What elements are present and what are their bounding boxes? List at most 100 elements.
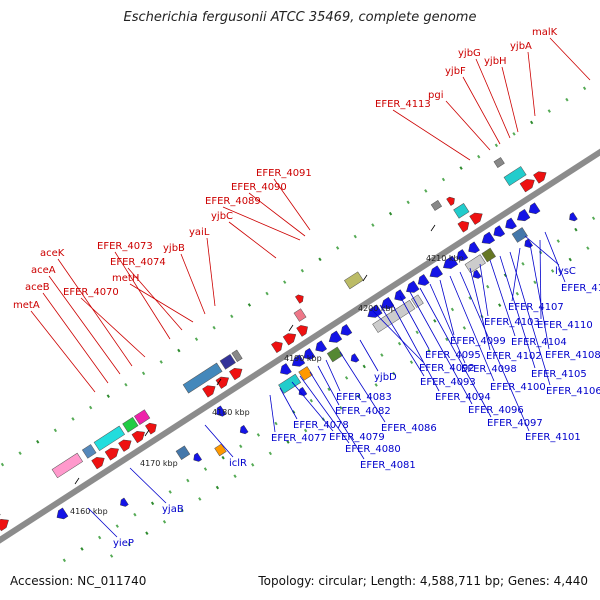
gene-label-top: EFER_4074 <box>110 257 166 268</box>
gene-feature <box>145 422 157 435</box>
tick-mark <box>74 477 80 485</box>
track-dot <box>180 508 184 513</box>
gene-label-bottom: EFER_4080 <box>345 444 401 455</box>
label-leader <box>409 291 473 405</box>
label-leader <box>42 292 109 384</box>
track-dot <box>141 371 146 376</box>
gene-feature <box>533 171 547 184</box>
gene-label-bottom: EFER_4082 <box>335 406 391 417</box>
label-leader <box>469 267 491 351</box>
backbone-line <box>0 148 600 544</box>
gene-label-top: yjbF <box>445 66 466 77</box>
label-leader <box>279 387 298 420</box>
tick-label: 4210 kbp <box>426 254 464 263</box>
gene-feature <box>406 280 420 293</box>
gene-label-bottom: EFER_4095 <box>425 350 481 361</box>
tick-mark <box>430 224 436 232</box>
label-leader <box>299 375 350 444</box>
tick-marks: 4160 kbp 4170 kbp 4180 kbp 4190 kbp 4200 kbp… <box>70 224 464 516</box>
track-dot <box>494 143 499 148</box>
label-leader <box>129 283 194 323</box>
track-dot <box>462 326 467 330</box>
label-leader <box>449 275 495 382</box>
track-dot <box>344 376 349 380</box>
label-leaders <box>30 37 591 538</box>
track-dot <box>574 227 578 232</box>
gene-feature <box>481 247 496 263</box>
label-leader <box>325 359 341 392</box>
gene-feature <box>503 166 527 187</box>
track-dot <box>371 223 375 227</box>
gene-label-bottom: yieP <box>113 538 134 549</box>
gene-label-top: yaiL <box>189 227 210 238</box>
gene-feature <box>280 363 292 375</box>
gene-feature <box>430 200 443 211</box>
label-leader <box>392 109 471 161</box>
tick-mark <box>288 324 294 332</box>
track-dot <box>362 364 366 369</box>
gene-label-bottom: EFER_4110 <box>537 320 593 331</box>
label-leader <box>527 51 536 117</box>
label-leader <box>549 37 591 81</box>
gene-feature <box>417 274 430 286</box>
gene-feature <box>51 452 84 479</box>
label-leader <box>511 247 521 302</box>
gene-label-bottom: EFER_4094 <box>435 392 491 403</box>
label-leader <box>445 100 491 151</box>
label-leader <box>359 339 379 372</box>
label-leader <box>489 259 516 337</box>
gene-label-bottom: yjaB <box>162 504 184 515</box>
gene-feature <box>291 354 306 367</box>
gene-feature <box>326 346 344 363</box>
gene-feature <box>295 294 304 304</box>
track-dot <box>512 132 516 136</box>
gene-feature <box>118 439 132 452</box>
gene-feature <box>93 425 126 452</box>
label-leader <box>48 275 121 375</box>
label-leader <box>539 239 542 320</box>
gene-label-bottom: EFER_4083 <box>336 392 392 403</box>
gene-feature <box>296 325 308 337</box>
gene-feature <box>298 386 308 397</box>
gene-label-bottom: EFER_4101 <box>525 432 581 443</box>
track-dots <box>0 86 596 563</box>
gene-label-bottom: EFER_4103 <box>484 317 540 328</box>
track-dot <box>353 234 357 239</box>
label-leader <box>87 507 118 538</box>
gene-feature <box>231 349 243 362</box>
track-dot <box>335 246 340 250</box>
gene-feature <box>216 405 227 417</box>
tick-mark <box>144 429 150 437</box>
gene-label-top: metA <box>13 300 40 311</box>
gene-label-bottom: EFER_4100 <box>490 382 546 393</box>
track-dot <box>568 257 572 262</box>
gene-feature <box>464 254 486 274</box>
gene-feature <box>182 362 223 394</box>
label-leader <box>501 66 519 133</box>
label-leader <box>524 235 560 266</box>
gene-feature <box>293 308 307 322</box>
gene-label-bottom: EFER_4079 <box>329 432 385 443</box>
track-dot <box>239 444 243 449</box>
track-dot <box>521 262 525 266</box>
label-leader <box>248 192 306 237</box>
gene-label-bottom: lysC <box>555 266 576 277</box>
track-dot <box>168 490 172 494</box>
track-dot <box>150 501 155 506</box>
track-dot <box>450 307 455 312</box>
gene-feature <box>303 347 316 360</box>
gene-label-bottom: EFER_4106 <box>546 386 600 397</box>
label-leader <box>544 231 566 283</box>
gene-label-top: EFER_4091 <box>256 168 312 179</box>
gene-label-bottom: EFER_4086 <box>381 423 437 434</box>
track-dot <box>203 467 208 471</box>
label-leader <box>371 309 424 363</box>
label-leader <box>339 351 386 423</box>
gene-label-bottom: EFER_4097 <box>487 418 543 429</box>
genome-summary-text: Topology: circular; Length: 4,588,711 bp… <box>258 574 588 588</box>
label-leader <box>475 58 511 139</box>
gene-label-top: malK <box>532 27 558 38</box>
gene-feature <box>134 409 151 425</box>
gene-label-bottom: EFER_4107 <box>508 302 564 313</box>
